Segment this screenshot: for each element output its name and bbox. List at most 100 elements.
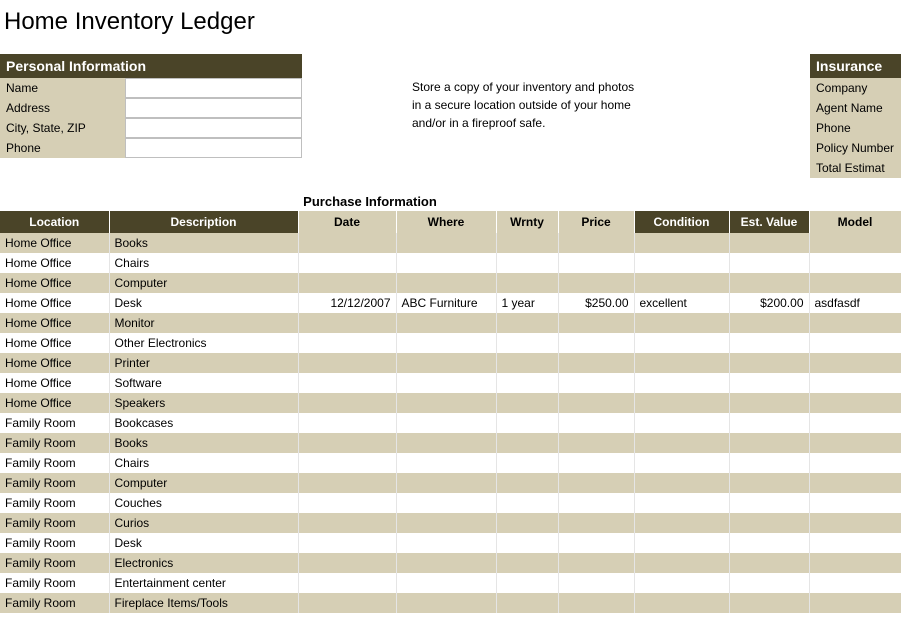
cell-estvalue[interactable]: $200.00	[729, 293, 809, 313]
cell-estvalue[interactable]	[729, 513, 809, 533]
cell-date[interactable]	[298, 373, 396, 393]
table-row[interactable]: Family RoomCurios	[0, 513, 901, 533]
table-row[interactable]: Home OfficeComputer	[0, 273, 901, 293]
cell-wrnty[interactable]	[496, 253, 558, 273]
cell-condition[interactable]	[634, 253, 729, 273]
cell-description[interactable]: Monitor	[109, 313, 298, 333]
cell-wrnty[interactable]	[496, 513, 558, 533]
cell-date[interactable]	[298, 413, 396, 433]
cell-date[interactable]	[298, 493, 396, 513]
cell-location[interactable]: Home Office	[0, 313, 109, 333]
cell-date[interactable]	[298, 313, 396, 333]
cell-condition[interactable]	[634, 553, 729, 573]
cell-estvalue[interactable]	[729, 593, 809, 613]
cell-date[interactable]	[298, 333, 396, 353]
cell-wrnty[interactable]	[496, 413, 558, 433]
cell-description[interactable]: Desk	[109, 533, 298, 553]
cell-wrnty[interactable]	[496, 593, 558, 613]
cell-model[interactable]	[809, 473, 901, 493]
cell-price[interactable]	[558, 493, 634, 513]
cell-where[interactable]	[396, 493, 496, 513]
table-row[interactable]: Home OfficeBooks	[0, 233, 901, 253]
cell-wrnty[interactable]	[496, 233, 558, 253]
cell-description[interactable]: Entertainment center	[109, 573, 298, 593]
input-citystatezip[interactable]	[125, 118, 302, 138]
cell-estvalue[interactable]	[729, 453, 809, 473]
cell-where[interactable]	[396, 453, 496, 473]
cell-date[interactable]	[298, 253, 396, 273]
cell-description[interactable]: Software	[109, 373, 298, 393]
cell-price[interactable]	[558, 553, 634, 573]
cell-location[interactable]: Home Office	[0, 333, 109, 353]
cell-wrnty[interactable]	[496, 273, 558, 293]
cell-condition[interactable]: excellent	[634, 293, 729, 313]
cell-price[interactable]	[558, 253, 634, 273]
cell-price[interactable]	[558, 313, 634, 333]
cell-price[interactable]	[558, 233, 634, 253]
cell-where[interactable]	[396, 273, 496, 293]
cell-wrnty[interactable]: 1 year	[496, 293, 558, 313]
cell-estvalue[interactable]	[729, 413, 809, 433]
cell-price[interactable]	[558, 413, 634, 433]
cell-where[interactable]	[396, 333, 496, 353]
cell-condition[interactable]	[634, 533, 729, 553]
table-row[interactable]: Home OfficeOther Electronics	[0, 333, 901, 353]
cell-location[interactable]: Home Office	[0, 273, 109, 293]
cell-description[interactable]: Electronics	[109, 553, 298, 573]
cell-model[interactable]	[809, 553, 901, 573]
cell-location[interactable]: Home Office	[0, 253, 109, 273]
cell-condition[interactable]	[634, 593, 729, 613]
cell-estvalue[interactable]	[729, 473, 809, 493]
cell-condition[interactable]	[634, 453, 729, 473]
cell-location[interactable]: Family Room	[0, 413, 109, 433]
cell-wrnty[interactable]	[496, 453, 558, 473]
cell-condition[interactable]	[634, 393, 729, 413]
cell-price[interactable]	[558, 333, 634, 353]
cell-wrnty[interactable]	[496, 573, 558, 593]
cell-where[interactable]	[396, 473, 496, 493]
cell-estvalue[interactable]	[729, 273, 809, 293]
cell-wrnty[interactable]	[496, 373, 558, 393]
cell-description[interactable]: Speakers	[109, 393, 298, 413]
cell-estvalue[interactable]	[729, 313, 809, 333]
cell-wrnty[interactable]	[496, 333, 558, 353]
cell-location[interactable]: Home Office	[0, 393, 109, 413]
cell-where[interactable]	[396, 233, 496, 253]
cell-estvalue[interactable]	[729, 373, 809, 393]
cell-model[interactable]	[809, 593, 901, 613]
cell-model[interactable]	[809, 573, 901, 593]
input-phone[interactable]	[125, 138, 302, 158]
table-row[interactable]: Home OfficeSpeakers	[0, 393, 901, 413]
cell-price[interactable]	[558, 473, 634, 493]
cell-condition[interactable]	[634, 313, 729, 333]
cell-description[interactable]: Desk	[109, 293, 298, 313]
cell-description[interactable]: Computer	[109, 273, 298, 293]
cell-estvalue[interactable]	[729, 253, 809, 273]
cell-date[interactable]: 12/12/2007	[298, 293, 396, 313]
table-row[interactable]: Home OfficeMonitor	[0, 313, 901, 333]
cell-location[interactable]: Home Office	[0, 293, 109, 313]
cell-price[interactable]	[558, 433, 634, 453]
cell-condition[interactable]	[634, 233, 729, 253]
cell-location[interactable]: Home Office	[0, 373, 109, 393]
cell-wrnty[interactable]	[496, 393, 558, 413]
cell-condition[interactable]	[634, 333, 729, 353]
cell-model[interactable]	[809, 533, 901, 553]
cell-condition[interactable]	[634, 473, 729, 493]
cell-description[interactable]: Books	[109, 433, 298, 453]
cell-condition[interactable]	[634, 373, 729, 393]
cell-estvalue[interactable]	[729, 433, 809, 453]
table-row[interactable]: Family RoomElectronics	[0, 553, 901, 573]
cell-location[interactable]: Family Room	[0, 553, 109, 573]
cell-condition[interactable]	[634, 493, 729, 513]
cell-price[interactable]	[558, 573, 634, 593]
cell-date[interactable]	[298, 553, 396, 573]
cell-description[interactable]: Chairs	[109, 253, 298, 273]
cell-price[interactable]: $250.00	[558, 293, 634, 313]
cell-date[interactable]	[298, 533, 396, 553]
table-row[interactable]: Home OfficeSoftware	[0, 373, 901, 393]
cell-model[interactable]	[809, 253, 901, 273]
cell-location[interactable]: Home Office	[0, 233, 109, 253]
cell-condition[interactable]	[634, 353, 729, 373]
cell-date[interactable]	[298, 473, 396, 493]
